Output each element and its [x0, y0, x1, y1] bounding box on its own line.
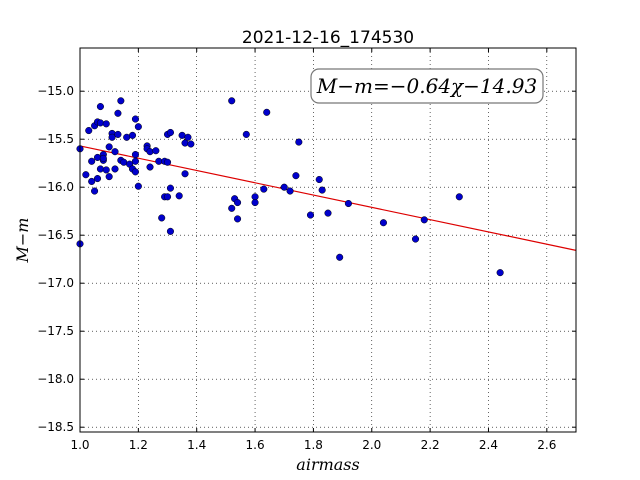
x-tick-label: 1.4: [187, 438, 206, 452]
points-layer: [76, 97, 504, 277]
data-point: [280, 183, 288, 191]
data-point: [117, 97, 125, 105]
data-point: [184, 133, 192, 141]
y-tick-label: −15.5: [37, 132, 74, 146]
plot-border: [79, 47, 577, 433]
y-tick-label: −17.5: [37, 324, 74, 338]
data-point: [88, 177, 96, 185]
data-point: [146, 163, 154, 171]
data-point: [105, 173, 113, 181]
x-axis-label: airmass: [296, 455, 359, 474]
data-point: [234, 199, 242, 207]
data-point: [263, 108, 271, 116]
data-point: [344, 199, 352, 208]
chart-title: 2021-12-16_174530: [242, 28, 414, 48]
data-point: [166, 128, 174, 137]
data-point: [99, 154, 107, 162]
data-point: [181, 170, 189, 178]
data-point: [96, 103, 104, 111]
data-point: [134, 182, 142, 190]
data-point: [496, 269, 504, 277]
y-tick-label: −18.5: [37, 420, 74, 434]
data-point: [102, 166, 110, 174]
data-point: [96, 119, 104, 127]
x-tick-label: 1.0: [70, 438, 89, 452]
data-point: [166, 227, 174, 235]
data-point: [93, 153, 102, 161]
data-point: [91, 187, 99, 195]
data-point: [158, 214, 166, 222]
data-point: [286, 187, 294, 195]
data-point: [152, 147, 160, 155]
data-point: [228, 204, 236, 212]
x-tick-label: 2.6: [537, 438, 556, 452]
data-point: [166, 184, 174, 192]
equation-box: [310, 68, 544, 104]
x-tick-label: 1.8: [304, 438, 323, 452]
plot-area: [80, 48, 576, 432]
data-point: [163, 193, 172, 201]
data-point: [134, 123, 142, 131]
data-point: [108, 133, 116, 141]
data-point: [93, 175, 102, 183]
data-point: [318, 186, 326, 194]
data-point: [88, 157, 96, 165]
y-tick-label: −18.0: [37, 372, 74, 386]
data-point: [96, 165, 104, 173]
data-point: [228, 97, 236, 105]
y-tick-label: −16.5: [37, 228, 74, 242]
data-point: [131, 151, 139, 159]
x-tick-label: 2.4: [479, 438, 498, 452]
data-point: [292, 172, 300, 180]
data-point: [242, 130, 250, 138]
data-point: [411, 235, 420, 243]
data-point: [85, 127, 93, 135]
equation-annotation: M−m=−0.64χ−14.93: [310, 68, 544, 104]
data-point: [336, 253, 344, 261]
data-point: [234, 215, 242, 223]
x-tick-label: 1.6: [246, 438, 265, 452]
y-tick-label: −17.0: [37, 276, 74, 290]
data-point: [105, 143, 113, 151]
y-tick-label: −16.0: [37, 180, 74, 194]
data-point: [295, 138, 303, 146]
y-tick-label: −15.0: [37, 84, 74, 98]
data-point: [251, 199, 259, 207]
data-point: [306, 211, 315, 219]
data-point: [82, 171, 90, 179]
data-point: [114, 130, 122, 138]
data-point: [163, 158, 172, 166]
data-point: [324, 209, 332, 217]
x-tick-label: 2.0: [362, 438, 381, 452]
data-point: [131, 157, 139, 165]
data-point: [114, 109, 122, 117]
data-point: [315, 175, 323, 184]
ticks: 1.0 1.2 1.4 1.6 1.8 2.0 2.2 2.4 2.6 −15.0 −15.5 −16…: [37, 48, 576, 452]
data-point: [175, 192, 183, 200]
equation-text: M−m=−0.64χ−14.93: [316, 74, 537, 98]
data-point: [379, 219, 387, 227]
data-point: [260, 185, 268, 193]
x-tick-label: 2.2: [421, 438, 440, 452]
data-point: [131, 168, 139, 176]
data-point: [111, 165, 119, 173]
data-point: [146, 148, 154, 156]
data-point: [131, 115, 139, 123]
data-point: [111, 148, 119, 156]
x-tick-label: 1.2: [129, 438, 148, 452]
y-axis-label: M−m: [13, 218, 32, 264]
data-point: [187, 140, 195, 148]
data-point: [102, 120, 110, 128]
data-point: [128, 131, 137, 139]
data-point: [420, 216, 428, 224]
data-point: [455, 193, 463, 201]
